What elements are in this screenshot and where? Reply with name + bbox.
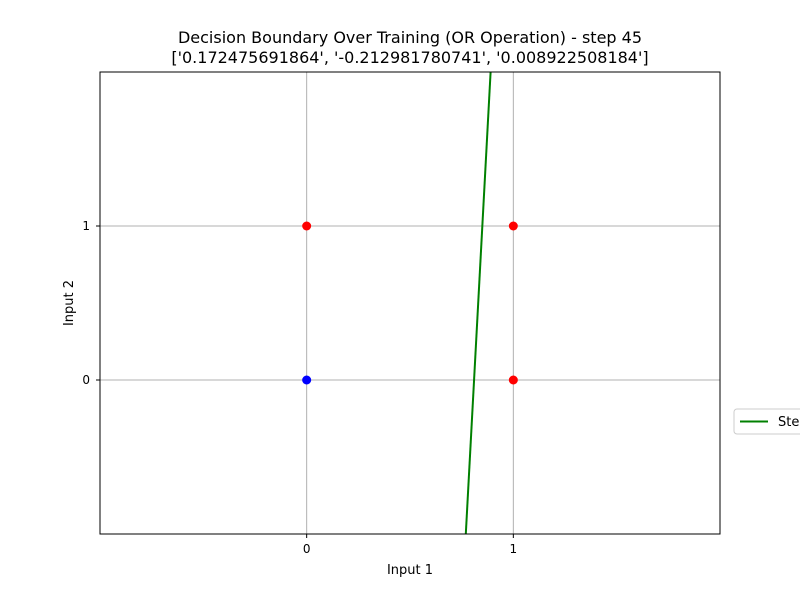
y-tick-label-0: 0 <box>82 373 90 387</box>
data-point-2 <box>508 375 518 385</box>
boundary-layer <box>464 72 492 534</box>
x-tick-label-0: 0 <box>303 542 311 556</box>
legend-label: Step 45 <box>778 415 800 430</box>
points-layer <box>302 221 518 385</box>
y-ticks: 01 <box>82 219 100 387</box>
decision-boundary-line <box>464 72 492 534</box>
x-axis-label: Input 1 <box>387 563 433 578</box>
x-tick-label-1: 1 <box>510 542 518 556</box>
grid <box>100 72 720 534</box>
chart-subtitle-weights: ['0.172475691864', '-0.212981780741', '0… <box>171 48 648 67</box>
data-point-0 <box>302 375 312 385</box>
chart-title: Decision Boundary Over Training (OR Oper… <box>178 28 642 47</box>
legend: Step 45 <box>733 408 800 435</box>
plot-frame <box>99 71 721 535</box>
data-point-3 <box>508 221 518 231</box>
data-point-1 <box>302 221 312 231</box>
y-tick-label-1: 1 <box>82 219 90 233</box>
y-axis-label: Input 2 <box>62 280 77 326</box>
